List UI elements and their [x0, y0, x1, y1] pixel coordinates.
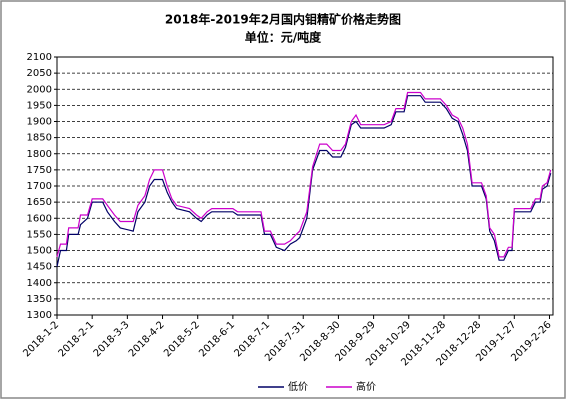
chart-title: 2018年-2019年2月国内钼精矿价格走势图 — [165, 12, 401, 27]
y-tick-label: 1700 — [27, 181, 52, 192]
chart-subtitle: 单位：元/吨度 — [245, 30, 322, 45]
y-tick-label: 2100 — [27, 52, 52, 63]
y-tick-label: 1350 — [27, 294, 52, 305]
y-tick-label: 2000 — [27, 84, 52, 95]
plot-area — [56, 56, 554, 316]
y-tick-label: 1900 — [27, 117, 52, 128]
y-tick-label: 1950 — [27, 100, 52, 111]
legend-label: 低价 — [288, 380, 308, 393]
y-tick-label: 1500 — [27, 246, 52, 257]
y-tick-label: 1300 — [27, 310, 52, 321]
y-tick-label: 1550 — [27, 229, 52, 240]
y-tick-label: 1800 — [27, 149, 52, 160]
y-tick-label: 1650 — [27, 197, 52, 208]
y-tick-label: 1850 — [27, 133, 52, 144]
y-tick-label: 1600 — [27, 213, 52, 224]
y-tick-label: 1450 — [27, 262, 52, 273]
series-line — [56, 91, 552, 258]
y-tick-label: 2050 — [27, 68, 52, 79]
legend-label: 高价 — [356, 380, 376, 393]
y-tick-label: 1400 — [27, 278, 52, 289]
y-tick-label: 1750 — [27, 165, 52, 176]
